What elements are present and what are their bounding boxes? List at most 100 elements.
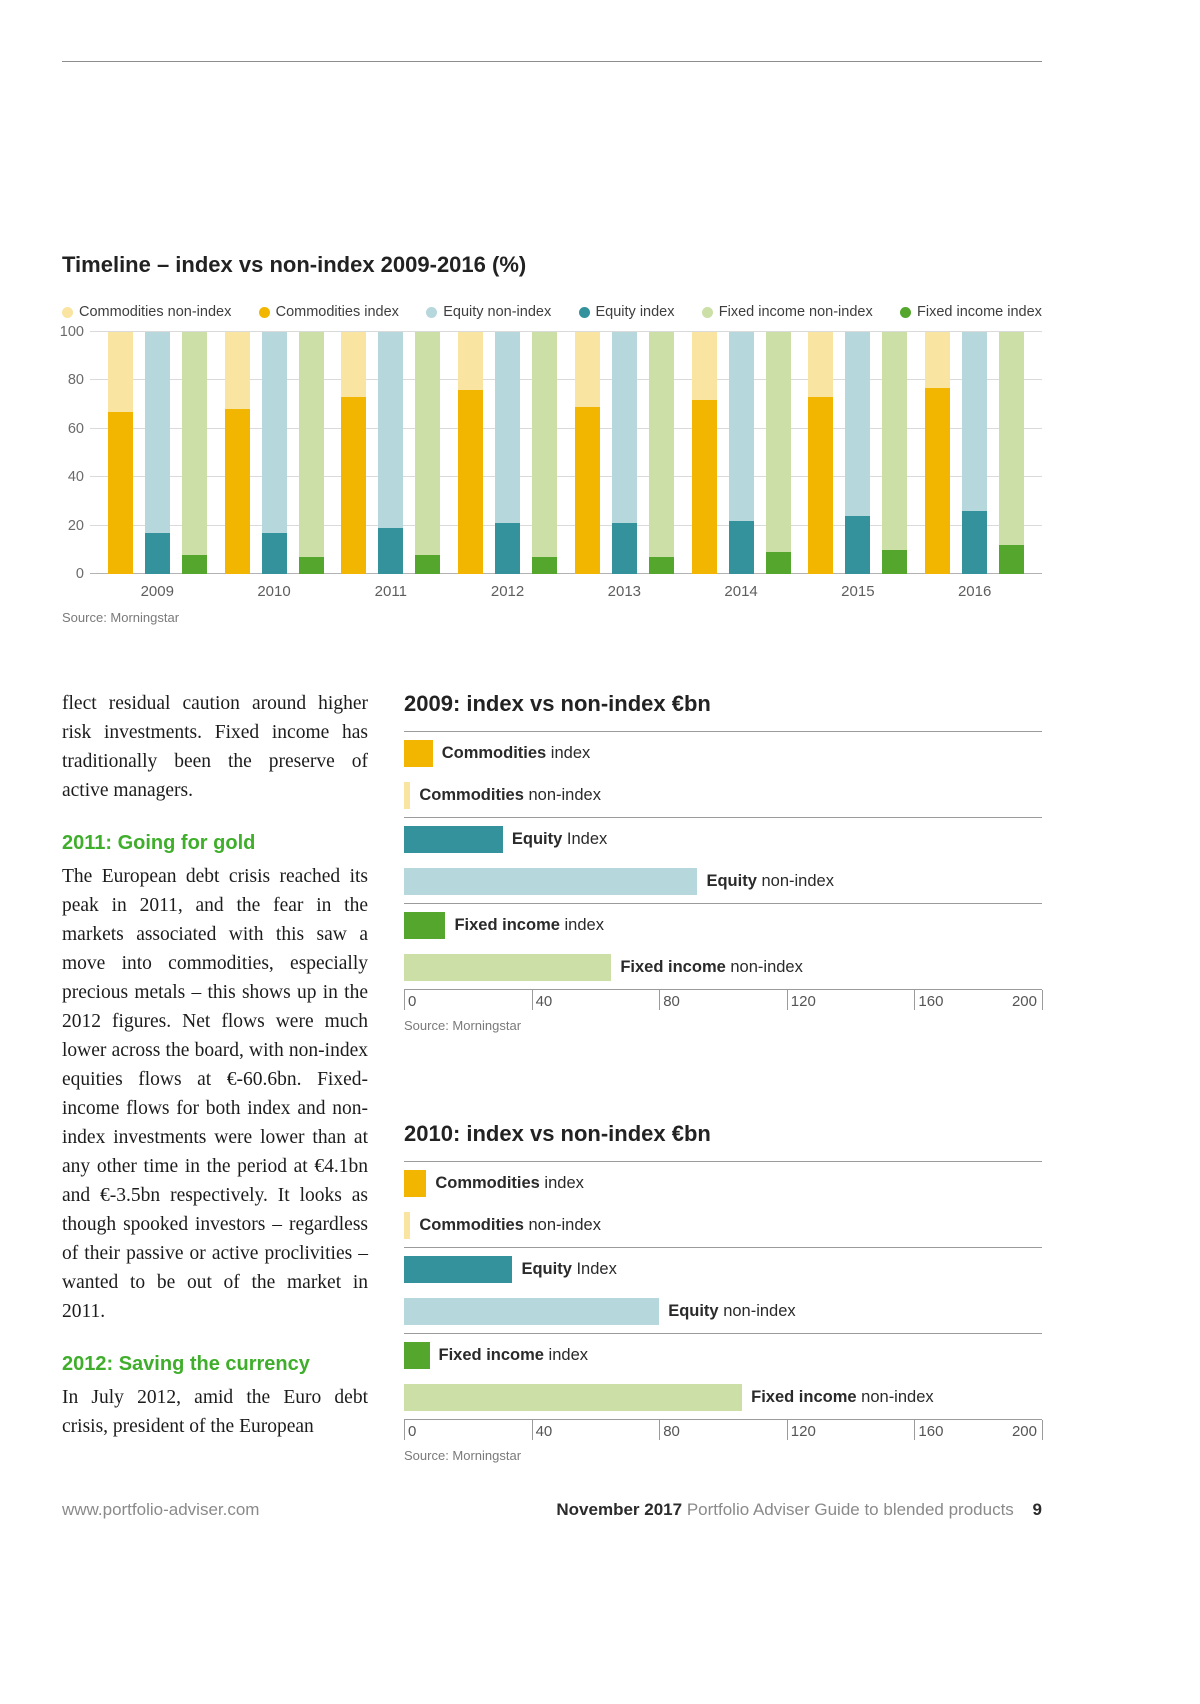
equity-nonindex-segment [845, 332, 871, 516]
y-axis-tick-label: 20 [67, 517, 84, 534]
commodities-index-segment [808, 397, 834, 574]
equity-nonindex-bar [404, 1298, 660, 1325]
commodities-nonindex-segment [691, 332, 717, 400]
timeline-year-group: 2010 [224, 332, 324, 600]
hbar-row-fixed-income-index: Fixed income index [404, 1333, 1042, 1376]
x-axis-tick-label: 40 [535, 1423, 553, 1440]
timeline-year-group: 2014 [691, 332, 791, 600]
equity-nonindex-segment [611, 332, 637, 524]
charts-column: 2009: index vs non-index €bn Commodities… [404, 689, 1043, 1463]
commodities-index-segment [341, 397, 367, 574]
legend-dot [578, 306, 590, 318]
timeline-legend: Commodities non-index Commodities index Eq… [62, 304, 1042, 320]
legend-dot [62, 306, 73, 318]
fixed-income-index-segment [532, 557, 558, 574]
fixed-income-index-bar [404, 1341, 430, 1369]
x-axis-year-label: 2013 [607, 583, 642, 600]
stacked-bar-commodities [341, 332, 367, 574]
x-axis-tick-label: 200 [1011, 1423, 1037, 1440]
x-axis-tick-label: 120 [790, 1423, 816, 1440]
gridline [90, 331, 1042, 332]
legend-dot [900, 306, 912, 318]
stacked-bar-equity [611, 332, 637, 574]
fixed-income-index-segment [882, 549, 908, 574]
stacked-bar-fixed-income [765, 332, 791, 574]
stacked-bar-equity [962, 332, 988, 574]
equity-index-segment [962, 511, 988, 574]
x-axis-tick-label: 0 [408, 1423, 417, 1440]
hbar-x-axis: 0 40 80 120 160 200 [404, 989, 1043, 1013]
legend-dot [258, 306, 270, 318]
x-axis-tick-label: 0 [408, 993, 417, 1010]
x-axis-tick-label: 80 [663, 993, 680, 1010]
stacked-bars [224, 332, 324, 574]
hbar-row-fixed-income-index: Fixed income index [404, 903, 1042, 946]
timeline-y-axis: 100 80 60 40 20 0 [60, 324, 88, 582]
equity-index-segment [378, 528, 404, 574]
stacked-bars [458, 332, 558, 574]
top-divider [62, 61, 1042, 62]
fixed-income-nonindex-segment [999, 332, 1025, 545]
commodities-index-segment [925, 387, 951, 574]
footer-page-number: 9 [1032, 1500, 1042, 1519]
hbar-chart-title: 2009: index vs non-index €bn [404, 691, 711, 716]
timeline-year-group: 2015 [808, 332, 908, 600]
y-axis-tick-label: 100 [59, 324, 84, 340]
x-axis-tick [659, 1420, 661, 1440]
hbar-chart-source: Source: Morningstar [404, 1448, 522, 1463]
stacked-bar-equity [728, 332, 754, 574]
stacked-bar-equity [261, 332, 287, 574]
stacked-bar-equity [495, 332, 521, 574]
hbar-label: Commodities index [435, 1173, 584, 1192]
stacked-bar-equity [378, 332, 404, 574]
x-axis-year-label: 2009 [140, 583, 174, 600]
x-axis-tick-label: 40 [535, 993, 553, 1010]
stacked-bar-commodities [925, 332, 951, 574]
timeline-year-group: 2013 [574, 332, 674, 600]
x-axis-tick [1042, 990, 1043, 1010]
fixed-income-index-segment [765, 552, 791, 574]
y-axis-tick-label: 80 [67, 372, 84, 389]
fixed-income-nonindex-segment [532, 332, 558, 558]
commodities-nonindex-segment [574, 332, 600, 408]
stacked-bar-commodities [458, 332, 484, 574]
stacked-bars [107, 332, 207, 574]
hbar-label: Fixed income index [454, 915, 604, 934]
gridline [90, 524, 1042, 526]
equity-index-segment [728, 520, 754, 574]
x-axis-tick-label: 160 [918, 993, 944, 1010]
stacked-bars [691, 332, 791, 574]
stacked-bar-commodities [691, 332, 717, 574]
x-axis-year-label: 2014 [724, 583, 758, 600]
fixed-income-nonindex-segment [415, 332, 441, 555]
legend-label: Commodities index [275, 304, 399, 320]
stacked-bar-commodities [574, 332, 600, 574]
equity-index-segment [845, 515, 871, 574]
commodities-index-bar [404, 739, 433, 767]
hbar-chart-source: Source: Morningstar [404, 1018, 522, 1033]
footer-right: November 2017 Portfolio Adviser Guide to… [556, 1500, 1042, 1520]
page-footer: www.portfolio-adviser.com November 2017 … [62, 1500, 1042, 1520]
hbar-label: Equity non-index [668, 1302, 796, 1320]
hbar-label: Fixed income index [438, 1345, 588, 1364]
equity-nonindex-segment [728, 332, 754, 521]
x-axis-tick [914, 990, 916, 1010]
hbar-label: Equity Index [511, 829, 608, 848]
stacked-bar-commodities [224, 332, 250, 574]
x-axis-year-label: 2010 [257, 583, 291, 600]
equity-index-segment [261, 532, 287, 574]
x-axis-tick-label: 80 [663, 1423, 680, 1440]
stacked-bar-fixed-income [999, 332, 1025, 574]
hbar-rows: Commodities index Commodities non-index Eq… [404, 1161, 1042, 1419]
stacked-bar-equity [144, 332, 170, 574]
fixed-income-nonindex-segment [648, 332, 674, 558]
timeline-source: Source: Morningstar [62, 610, 180, 625]
legend-item: Fixed income non-index [701, 304, 873, 320]
y-axis-tick-label: 60 [67, 420, 84, 437]
hbar-chart-2009: 2009: index vs non-index €bn Commodities… [404, 691, 1043, 1033]
equity-nonindex-segment [144, 332, 170, 533]
commodities-nonindex-segment [107, 332, 133, 412]
timeline-year-group: 2009 [107, 332, 207, 600]
fixed-income-nonindex-segment [181, 332, 207, 555]
x-axis-tick [786, 990, 788, 1010]
